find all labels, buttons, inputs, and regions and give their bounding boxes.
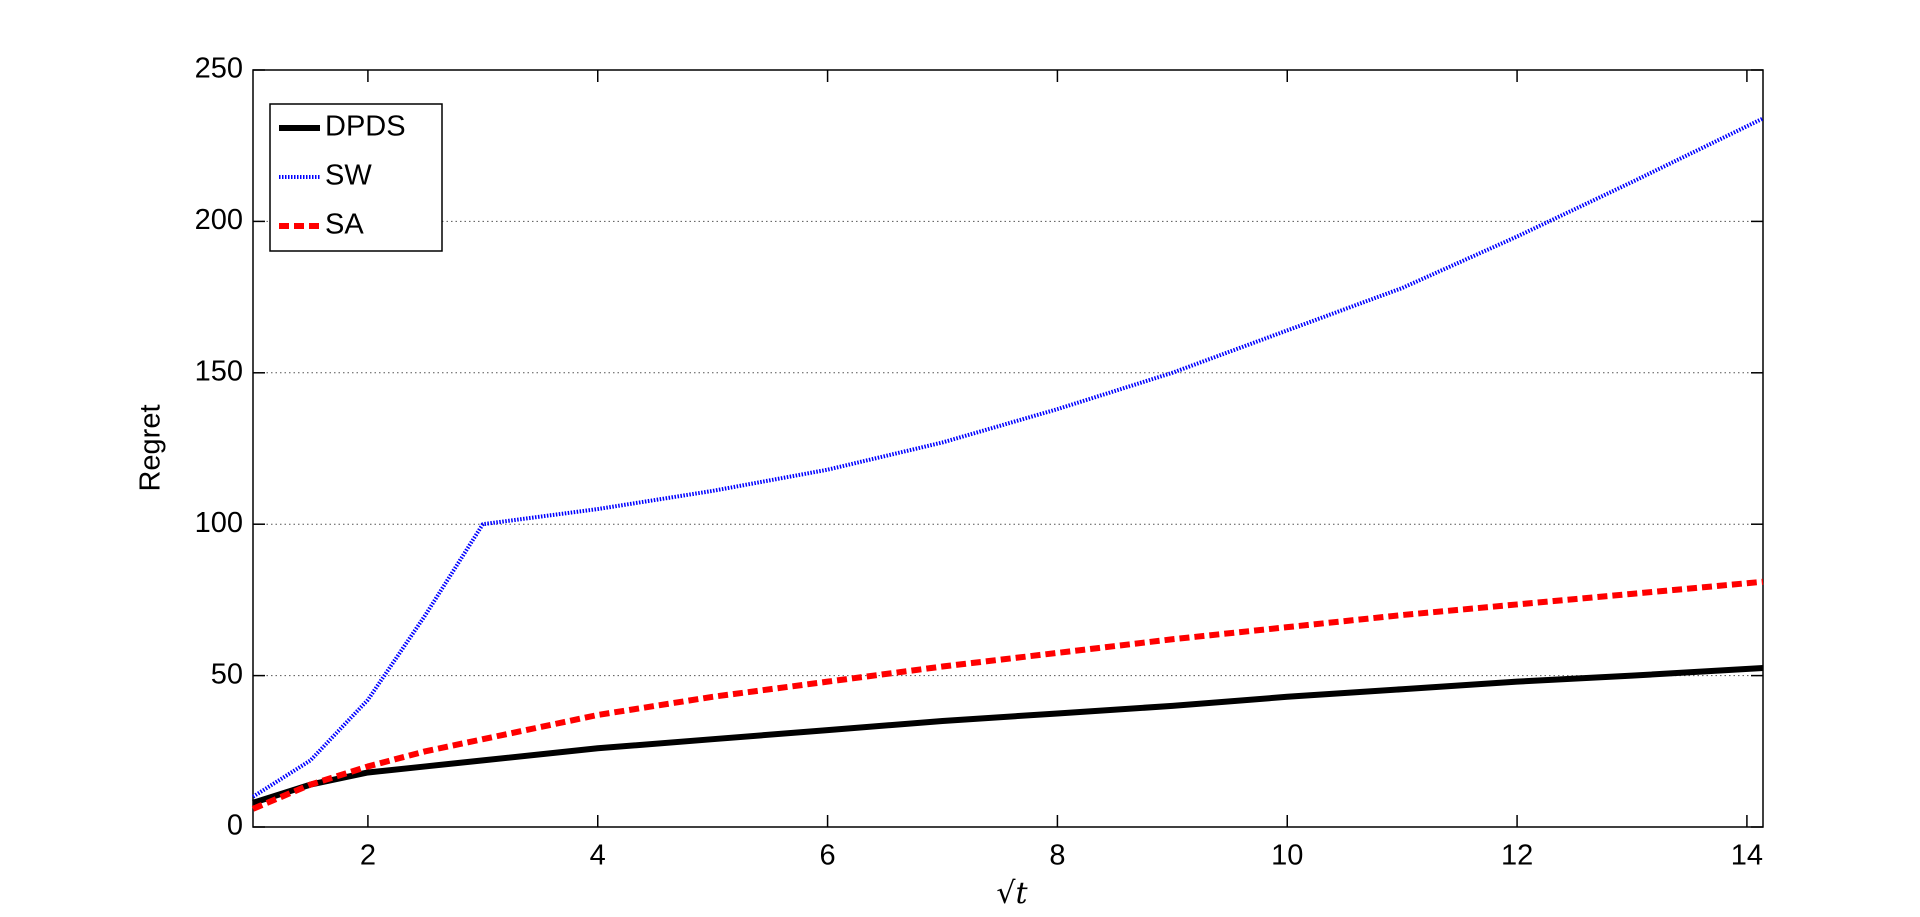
legend-label: SA <box>325 209 364 241</box>
y-tick-label: 200 <box>195 204 243 236</box>
y-tick-label: 50 <box>211 658 243 690</box>
y-tick-label: 100 <box>195 507 243 539</box>
x-tick-label: 12 <box>1501 840 1533 872</box>
legend-label: DPDS <box>325 111 406 143</box>
series-line <box>251 578 1764 812</box>
x-tick-label: 6 <box>820 840 836 872</box>
legend-label: SW <box>325 160 372 192</box>
y-tick-label: 250 <box>195 53 243 85</box>
y-axis-label: Regret <box>135 404 167 491</box>
x-tick-label: 8 <box>1049 840 1065 872</box>
y-tick-label: 0 <box>227 810 243 842</box>
x-axis-label: √t <box>996 876 1028 911</box>
plot-area <box>252 69 1764 828</box>
x-tick-label: 10 <box>1271 840 1303 872</box>
series-line <box>252 665 1764 806</box>
x-tick-label: 14 <box>1731 840 1763 872</box>
x-tick-label: 4 <box>590 840 606 872</box>
x-tick-label: 2 <box>360 840 376 872</box>
y-tick-label: 150 <box>195 355 243 387</box>
